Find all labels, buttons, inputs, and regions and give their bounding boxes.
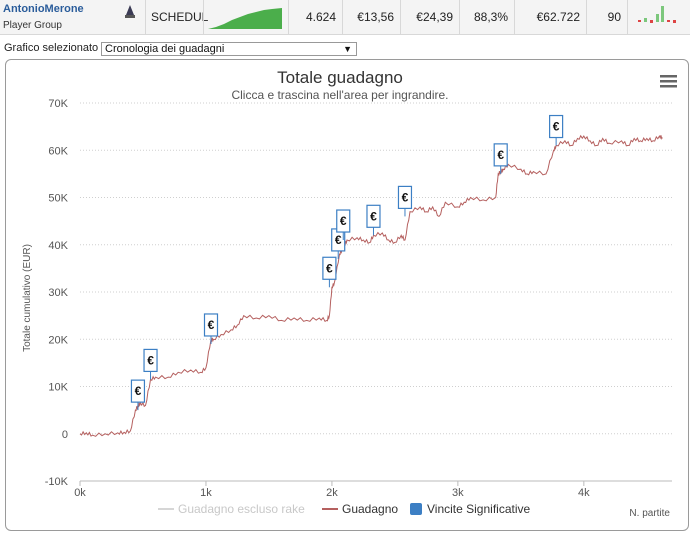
stat-avg-stake: €13,56: [342, 0, 400, 34]
euro-flag-label: €: [335, 233, 342, 247]
flag-box: [493, 143, 508, 167]
player-group-label: Player Group: [3, 20, 62, 31]
flag-box: [336, 209, 351, 233]
y-axis-label: Totale cumulativo (EUR): [22, 244, 33, 352]
flag-box: [143, 348, 158, 373]
x-tick-label: 0k: [74, 487, 86, 499]
y-tick-label: 60K: [48, 145, 68, 157]
x-tick-label: 1k: [200, 487, 212, 499]
x-axis-label: N. partite: [629, 508, 670, 519]
significant-wins-flags: €€€€€€ €€€€: [130, 114, 564, 411]
player-stats-row: AntonioMerone Player Group SCHEDUL 4.624…: [0, 0, 690, 35]
stat-total-profit: €62.722: [514, 0, 586, 34]
stat-avg-profit: €24,39: [400, 0, 459, 34]
significant-win-flag[interactable]: €: [143, 348, 158, 380]
hamburger-menu-icon[interactable]: [660, 75, 677, 88]
significant-win-flag[interactable]: €: [366, 204, 381, 236]
significant-win-flag[interactable]: €: [397, 185, 413, 217]
series-line-guadagno: [79, 134, 663, 437]
euro-flag-label: €: [147, 353, 154, 367]
x-tick-label: 3k: [452, 487, 464, 499]
profit-history-chart[interactable]: Totale guadagno Clicca e trascina nell'a…: [6, 60, 688, 530]
flag-box: [549, 114, 564, 139]
flag-box: [203, 313, 219, 337]
chart-select-label: Grafico selezionato: [4, 42, 99, 54]
euro-flag-label: €: [208, 318, 215, 332]
y-tick-label: 10K: [48, 382, 68, 394]
flag-box: [322, 256, 337, 280]
euro-flag-label: €: [370, 209, 377, 223]
flag-box: [366, 204, 381, 228]
x-axis-ticks: 0k 1k 2k 3k 4k: [74, 480, 672, 499]
euro-flag-label: €: [497, 148, 504, 162]
euro-flag-label: €: [402, 190, 409, 204]
stat-hands: 4.624: [288, 0, 342, 34]
legend-item-escluso-rake[interactable]: Guadagno escluso rake: [178, 502, 305, 516]
significant-win-flag[interactable]: €: [336, 209, 351, 241]
stat-count: 90: [586, 0, 627, 34]
chart-select-value: Cronologia dei guadagni: [105, 43, 225, 55]
status-text: SCHEDUL: [151, 10, 209, 24]
y-tick-label: -10K: [45, 476, 69, 488]
status-cell: SCHEDUL: [145, 0, 208, 34]
significant-win-flag[interactable]: €: [493, 143, 508, 174]
x-tick-label: 2k: [326, 487, 338, 499]
stat-roi: 88,3%: [459, 0, 514, 34]
y-gridlines: [80, 102, 672, 482]
chart-subtitle: Clicca e trascina nell'area per ingrandi…: [231, 88, 448, 102]
euro-flag-label: €: [553, 120, 560, 134]
flag-box: [130, 379, 146, 403]
significant-win-flag[interactable]: €: [549, 114, 564, 146]
y-tick-label: 50K: [48, 193, 68, 205]
mini-bar-chart: [638, 6, 676, 23]
flag-box: [397, 185, 413, 210]
significant-win-flag[interactable]: €: [130, 379, 146, 411]
y-tick-label: 20K: [48, 334, 68, 346]
significant-win-flag[interactable]: €: [322, 256, 337, 288]
profit-sparkline: [208, 8, 282, 29]
player-avatar-icon: [125, 5, 135, 18]
y-tick-label: 0: [62, 429, 68, 441]
mini-bars-cell: [627, 0, 690, 34]
y-tick-label: 30K: [48, 287, 68, 299]
chart-container: Totale guadagno Clicca e trascina nell'a…: [5, 59, 689, 531]
chart-title: Totale guadagno: [277, 68, 403, 87]
y-axis-ticks: -10K 0 10K 20K 30K 40K 50K 60K 70K: [45, 98, 69, 488]
euro-flag-label: €: [326, 261, 333, 275]
chart-legend: Guadagno escluso rake Guadagno Vincite S…: [158, 502, 530, 516]
player-name-link[interactable]: AntonioMerone: [3, 3, 84, 15]
euro-flag-label: €: [135, 384, 142, 398]
significant-win-flag[interactable]: €: [203, 313, 219, 344]
legend-symbol-vincite: [410, 503, 422, 515]
legend-item-guadagno[interactable]: Guadagno: [342, 502, 398, 516]
y-tick-label: 70K: [48, 98, 68, 110]
sparkline-cell: [203, 0, 288, 34]
chart-select-dropdown[interactable]: Cronologia dei guadagni ▼: [101, 42, 357, 56]
y-tick-label: 40K: [48, 240, 68, 252]
chevron-down-icon: ▼: [343, 44, 352, 54]
x-tick-label: 4k: [578, 487, 590, 499]
euro-flag-label: €: [340, 214, 347, 228]
legend-item-vincite[interactable]: Vincite Significative: [427, 502, 530, 516]
